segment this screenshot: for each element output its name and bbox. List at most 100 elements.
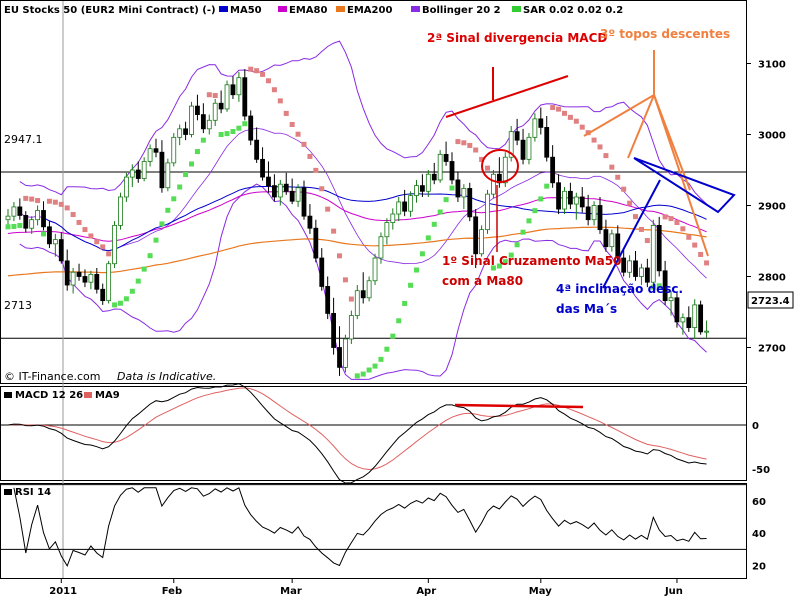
sar-dot [331, 228, 337, 234]
sar-dot [123, 296, 129, 302]
sar-dot [692, 242, 698, 248]
sar-dot [413, 267, 419, 273]
sar-dot [348, 296, 354, 302]
sar-dot [384, 346, 390, 352]
candle-body [41, 210, 46, 228]
candle-body [390, 213, 396, 223]
sar-dot [502, 259, 508, 265]
sar-dot [106, 251, 112, 257]
candle-body [668, 297, 674, 302]
rsi-line [13, 487, 707, 568]
ema80-line [7, 191, 707, 242]
macd-panel-frame [0, 386, 747, 481]
x-tick-label: Mar [280, 586, 302, 597]
candle-body [473, 216, 479, 255]
candle-body [206, 119, 212, 130]
sar-dot [561, 110, 567, 116]
annotation-ma-slope-line1: 4ª inclinação desc. [556, 282, 683, 296]
sar-dot [366, 367, 372, 373]
candle-body [230, 84, 236, 96]
candle-body [224, 84, 230, 110]
sar-dot [479, 156, 485, 162]
candle-body [431, 173, 437, 181]
annotation-macd-divergence: 2ª Sinal divergencia MACD [427, 31, 607, 45]
candle-body [692, 304, 698, 329]
rsi-tick-label: 40 [752, 529, 766, 540]
sar-dot [337, 253, 343, 259]
sar-dot [23, 195, 29, 201]
sar-dot [183, 172, 189, 178]
sar-dot [88, 233, 94, 239]
macd-signal-line [7, 387, 707, 471]
sar-dot [94, 239, 100, 245]
sar-dot [668, 216, 674, 222]
annotation-ma-slope-line2: das Ma´s [556, 302, 617, 316]
candle-body [644, 267, 650, 283]
rsi-tick-label: 20 [752, 562, 766, 573]
sar-dot [70, 212, 76, 218]
candle-body [544, 127, 550, 158]
sar-dot [627, 200, 633, 206]
candle-body [698, 304, 704, 333]
x-tick-label: Feb [162, 586, 182, 597]
sar-dot [538, 196, 544, 202]
sar-dot [301, 141, 307, 147]
legend: MA50 EMA80 EMA200 Bollinger 20 2 SAR 0.02 0.… [219, 5, 623, 16]
sar-dot [230, 128, 236, 134]
sar-dot [431, 221, 437, 227]
sar-dot [295, 131, 301, 137]
sar-dot [236, 125, 242, 131]
candle-body [396, 201, 402, 215]
rsi-legend-swatch [4, 489, 12, 495]
tops-pointer-1 [583, 94, 655, 137]
candle-body [112, 224, 117, 265]
sar-dot [698, 251, 704, 257]
candle-body [313, 227, 319, 259]
sar-dot [408, 282, 414, 288]
candle-body [165, 162, 171, 189]
sar-dot [218, 132, 224, 137]
legend-swatch [512, 6, 521, 12]
last-price-box [747, 291, 794, 309]
candle-body [289, 190, 295, 202]
candle-body [425, 173, 431, 192]
candle-body [129, 169, 135, 178]
axes: 2700 2800 2900 3000 3100 2011 Feb Mar Apr May Jun [49, 60, 786, 598]
sar-dot [461, 140, 467, 146]
sar-dot [271, 87, 277, 93]
candle-body [443, 153, 449, 162]
sar-dot [342, 277, 348, 283]
candle-body [402, 201, 408, 212]
candle-body [343, 338, 348, 368]
parabolic-sar [5, 66, 710, 379]
candle-body [325, 286, 331, 314]
candle-body [266, 176, 271, 187]
candle-body [378, 236, 384, 259]
sar-dot [573, 118, 579, 124]
candle-body [295, 187, 301, 202]
annotation-descending-tops: 3º topos descentes [600, 27, 730, 41]
sar-dot [526, 218, 532, 224]
sar-dot [680, 226, 686, 232]
candle-body [5, 215, 11, 221]
candle-body [307, 215, 313, 229]
candle-body [348, 315, 354, 340]
sar-dot [29, 196, 35, 202]
sar-dot [556, 106, 562, 112]
candle-body [526, 136, 532, 160]
sar-dot [621, 186, 627, 192]
rsi-panel-frame [0, 483, 747, 579]
candle-body [485, 193, 490, 231]
bollinger-lower [19, 183, 707, 380]
legend-label: EMA200 [347, 5, 392, 16]
sar-dot [532, 208, 538, 214]
sar-dot [254, 68, 260, 74]
sar-dot [496, 263, 502, 269]
legend-label: Bollinger 20 2 [422, 5, 501, 16]
candle-body [337, 347, 342, 368]
candle-body [58, 239, 64, 262]
sar-dot [64, 205, 70, 211]
sar-dot [443, 197, 449, 203]
sar-dot [11, 223, 17, 229]
sar-dot [390, 333, 396, 339]
